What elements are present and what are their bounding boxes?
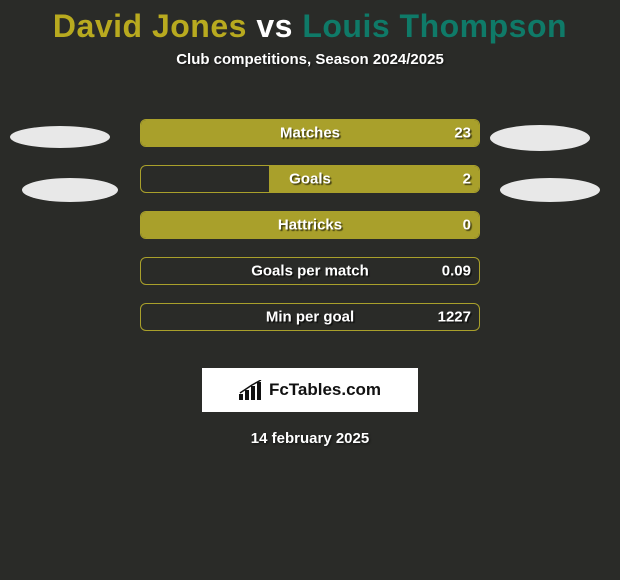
stat-value: 0 [463, 217, 471, 234]
stat-bar: Hattricks 0 [140, 211, 480, 239]
stat-label: Hattricks [278, 217, 342, 234]
brand-box[interactable]: FcTables.com [202, 368, 418, 412]
player2-name: Louis Thompson [302, 8, 567, 44]
chart-icon [239, 380, 263, 400]
stat-value: 1227 [438, 309, 471, 326]
stat-label: Min per goal [266, 309, 354, 326]
stat-bar: Goals 2 [140, 165, 480, 193]
placeholder-ellipse [500, 178, 600, 202]
stat-bar: Matches 23 [140, 119, 480, 147]
stat-label: Matches [280, 125, 340, 142]
stat-row: Goals per match 0.09 [0, 248, 620, 294]
date-text: 14 february 2025 [0, 430, 620, 447]
subtitle: Club competitions, Season 2024/2025 [0, 51, 620, 68]
vs-text: vs [256, 8, 293, 44]
placeholder-ellipse [10, 126, 110, 148]
stat-label: Goals [289, 171, 331, 188]
stat-row: Min per goal 1227 [0, 294, 620, 340]
stat-bar: Goals per match 0.09 [140, 257, 480, 285]
placeholder-ellipse [22, 178, 118, 202]
stat-bar: Min per goal 1227 [140, 303, 480, 331]
stat-label: Goals per match [251, 263, 369, 280]
stat-row: Hattricks 0 [0, 202, 620, 248]
stat-value: 2 [463, 171, 471, 188]
placeholder-ellipse [490, 125, 590, 151]
stat-value: 0.09 [442, 263, 471, 280]
comparison-title: David Jones vs Louis Thompson [0, 0, 620, 45]
brand-text: FcTables.com [269, 380, 381, 400]
player1-name: David Jones [53, 8, 247, 44]
stat-value: 23 [454, 125, 471, 142]
